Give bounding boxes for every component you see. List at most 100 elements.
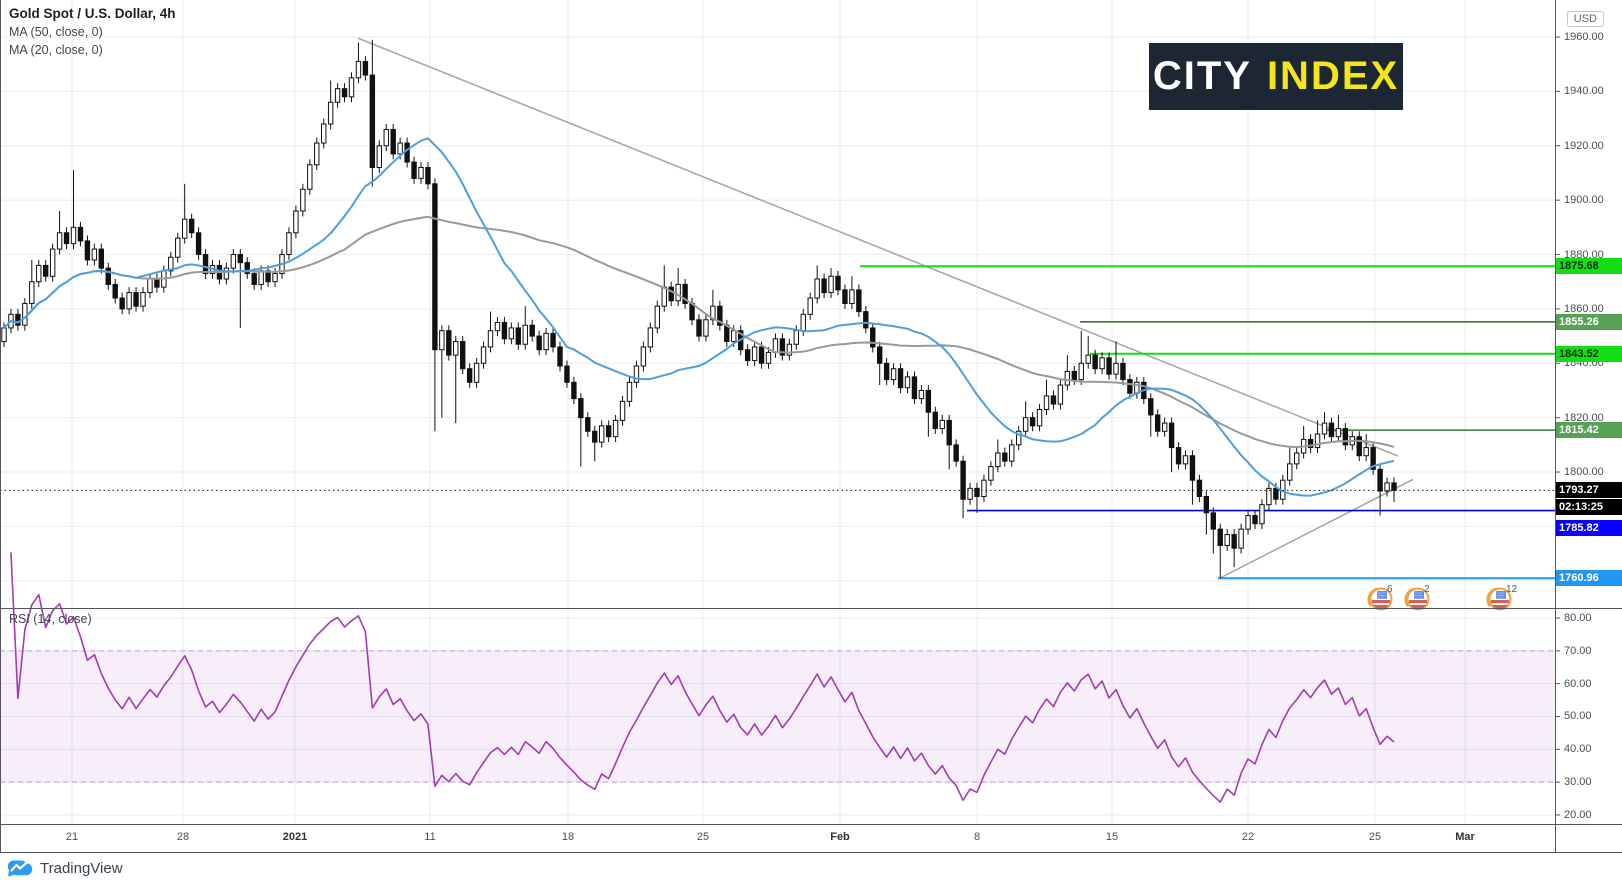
candle-up — [70, 226, 77, 245]
time-tick-label: 28 — [176, 831, 190, 843]
event-badge-arc — [1367, 587, 1379, 607]
candle-down — [564, 365, 570, 383]
candle-down — [960, 460, 966, 500]
price-tick-label: 1800.00 — [1564, 466, 1604, 479]
candle-down — [1127, 379, 1133, 394]
candle-up — [612, 419, 619, 438]
candle-up — [1363, 447, 1369, 457]
ma20-indicator-label[interactable]: MA (20, close, 0) — [9, 43, 103, 57]
event-badge[interactable] — [1367, 587, 1393, 611]
candle-down — [244, 262, 250, 275]
price-level-label: 1843.52 — [1556, 345, 1622, 362]
rsi-tick-label: 20.00 — [1564, 808, 1592, 821]
symbol-title[interactable]: Gold Spot / U.S. Dollar, 4h — [9, 6, 176, 21]
candle-up — [383, 128, 389, 147]
candle-down — [668, 286, 674, 302]
price-tick-label: 1880.00 — [1564, 248, 1604, 261]
event-badge[interactable] — [1486, 587, 1512, 611]
candle-down — [897, 368, 904, 389]
time-tick-label: Feb — [830, 831, 850, 843]
candle-up — [230, 254, 237, 269]
candle-down — [341, 88, 348, 98]
candle-up — [36, 264, 42, 283]
candle-up — [175, 237, 181, 258]
candle-up — [1314, 433, 1321, 449]
candle-down — [1231, 534, 1237, 549]
candle-up — [1064, 370, 1071, 386]
tradingview-brand-text[interactable]: TradingView — [40, 860, 123, 877]
candle-up — [654, 305, 660, 329]
candle-up — [1294, 452, 1300, 465]
candle-down — [1217, 528, 1223, 546]
candle-up — [397, 142, 403, 155]
candle-up — [91, 248, 98, 261]
ma50-indicator-label[interactable]: MA (50, close, 0) — [9, 25, 103, 39]
candle-up — [258, 270, 264, 285]
candle-down — [1252, 515, 1258, 525]
rsi-line — [10, 552, 1395, 803]
rsi-tick-label: 40.00 — [1564, 743, 1592, 756]
rsi-tick-label: 80.00 — [1564, 612, 1592, 624]
candle-up — [348, 77, 355, 98]
candle-up — [182, 218, 188, 239]
candle-down — [251, 273, 257, 285]
currency-usd-button[interactable]: USD — [1566, 11, 1604, 27]
price-tick-label: 1940.00 — [1564, 85, 1604, 98]
candle-up — [1016, 430, 1022, 446]
candle-up — [522, 324, 528, 345]
candle-up — [1245, 515, 1251, 530]
candle-up — [480, 346, 487, 364]
candle-up — [1238, 528, 1244, 549]
flag-canton-grid — [1496, 592, 1505, 599]
trendline[interactable] — [1219, 478, 1414, 579]
rsi-tick-label: 60.00 — [1564, 677, 1592, 690]
candle-up — [1057, 384, 1064, 405]
candle-down — [1356, 436, 1362, 457]
flag-canton-grid — [1377, 592, 1386, 599]
candle-down — [466, 368, 473, 383]
candle-up — [772, 338, 779, 353]
candle-up — [49, 248, 56, 277]
candle-up — [793, 330, 799, 345]
candle-up — [286, 232, 292, 256]
candle-down — [1203, 496, 1210, 514]
event-badge-arc — [1486, 587, 1498, 607]
flag-stripe — [1409, 605, 1427, 608]
candle-up — [1182, 455, 1189, 465]
candle-down — [550, 332, 556, 348]
watermark-city-text: CITY — [1152, 54, 1252, 98]
candle-up — [814, 278, 820, 299]
candle-up — [307, 164, 313, 190]
candle-down — [411, 161, 417, 179]
candle-up — [1335, 428, 1342, 438]
candle-down — [932, 411, 938, 430]
watermark-index-text: INDEX — [1266, 54, 1400, 98]
event-badge[interactable] — [1404, 587, 1430, 611]
candle-up — [765, 351, 772, 364]
candle-up — [626, 381, 633, 402]
candle-up — [1036, 409, 1043, 427]
candle-down — [404, 142, 410, 163]
candle-up — [988, 466, 994, 481]
candle-up — [473, 362, 480, 383]
candle-down — [1148, 398, 1154, 416]
candle-up — [543, 332, 549, 351]
candle-up — [619, 400, 626, 421]
candle-up — [293, 210, 299, 234]
candle-down — [758, 346, 765, 364]
candle-up — [1009, 444, 1015, 462]
candle-up — [731, 330, 737, 343]
candle-up — [1161, 422, 1168, 432]
tradingview-attribution[interactable]: TradingView — [7, 859, 123, 878]
candle-down — [585, 417, 591, 432]
trendline[interactable] — [357, 37, 1399, 457]
candle-down — [1175, 447, 1182, 465]
candle-down — [446, 330, 452, 356]
candle-down — [682, 283, 688, 304]
legend: Gold Spot / U.S. Dollar, 4h MA (50, clos… — [9, 6, 176, 57]
time-tick-label: 21 — [65, 831, 79, 843]
rsi-indicator-label[interactable]: RSI (14, close) — [9, 612, 92, 626]
candle-down — [43, 264, 49, 277]
